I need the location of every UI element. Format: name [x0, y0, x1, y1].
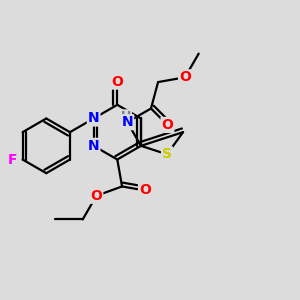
Text: H: H: [121, 110, 131, 123]
Text: O: O: [179, 70, 191, 84]
Text: O: O: [90, 189, 102, 203]
Text: F: F: [8, 152, 17, 167]
Text: O: O: [139, 184, 151, 197]
Text: N: N: [88, 112, 99, 125]
Text: O: O: [111, 75, 123, 88]
Text: N: N: [88, 139, 99, 153]
Text: N: N: [122, 115, 133, 129]
Text: S: S: [162, 147, 172, 161]
Text: O: O: [161, 118, 173, 132]
